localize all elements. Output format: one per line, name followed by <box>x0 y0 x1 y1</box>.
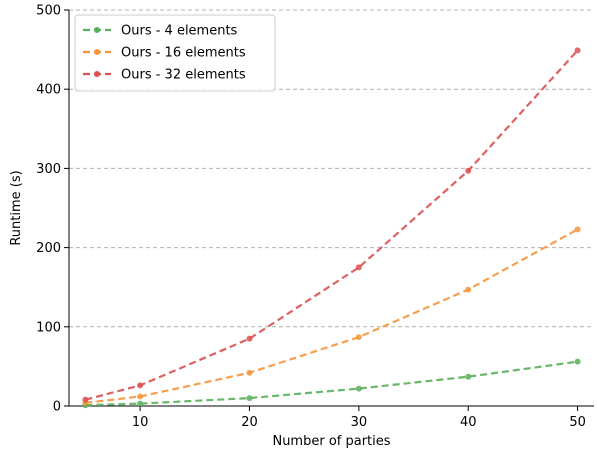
y-tick-label: 500 <box>36 4 61 19</box>
series-0-point <box>465 373 472 380</box>
series-0-point <box>137 400 144 407</box>
series-2-point <box>82 396 89 403</box>
series-layer <box>82 47 581 409</box>
series-1-point <box>574 226 581 233</box>
x-axis-label: Number of parties <box>272 434 390 449</box>
y-tick-label: 100 <box>36 320 61 335</box>
x-tick-label: 30 <box>351 415 368 430</box>
series-0-point <box>246 395 253 402</box>
series-1-point <box>246 369 253 376</box>
series-1-point <box>355 334 362 341</box>
series-2-point <box>246 335 253 342</box>
legend-label-1: Ours - 16 elements <box>121 46 246 61</box>
y-tick-label: 300 <box>36 162 61 177</box>
x-tick-label: 10 <box>132 415 149 430</box>
series-line-2 <box>85 49 579 401</box>
axes <box>68 10 594 407</box>
legend-label-2: Ours - 32 elements <box>121 68 246 83</box>
legend-box <box>74 14 276 92</box>
tick-layer: 0 100 200 300 400 500 10 20 30 40 50 <box>36 4 586 431</box>
legend-marker-1 <box>94 49 100 55</box>
series-2-point <box>574 47 581 54</box>
series-0-point <box>355 385 362 392</box>
series-2-point <box>465 167 472 174</box>
series-line-1 <box>85 228 579 404</box>
legend-marker-2 <box>94 71 100 77</box>
x-tick-label: 40 <box>460 415 477 430</box>
x-tick-label: 50 <box>569 415 586 430</box>
series-2-point <box>355 264 362 271</box>
series-2-point <box>137 382 144 389</box>
legend-marker-0 <box>94 27 100 33</box>
y-axis-label: Runtime (s) <box>9 170 24 245</box>
series-0-point <box>574 358 581 365</box>
y-tick-label: 200 <box>36 241 61 256</box>
series-1-point <box>137 393 144 400</box>
legend-label-0: Ours - 4 elements <box>121 24 238 39</box>
series-1-point <box>465 286 472 293</box>
series-line-0 <box>85 360 578 407</box>
x-tick-label: 20 <box>241 415 258 430</box>
legend: Ours - 4 elements Ours - 16 elements Ours … <box>74 14 276 92</box>
y-tick-label: 0 <box>53 400 61 415</box>
y-tick-label: 400 <box>36 83 61 98</box>
